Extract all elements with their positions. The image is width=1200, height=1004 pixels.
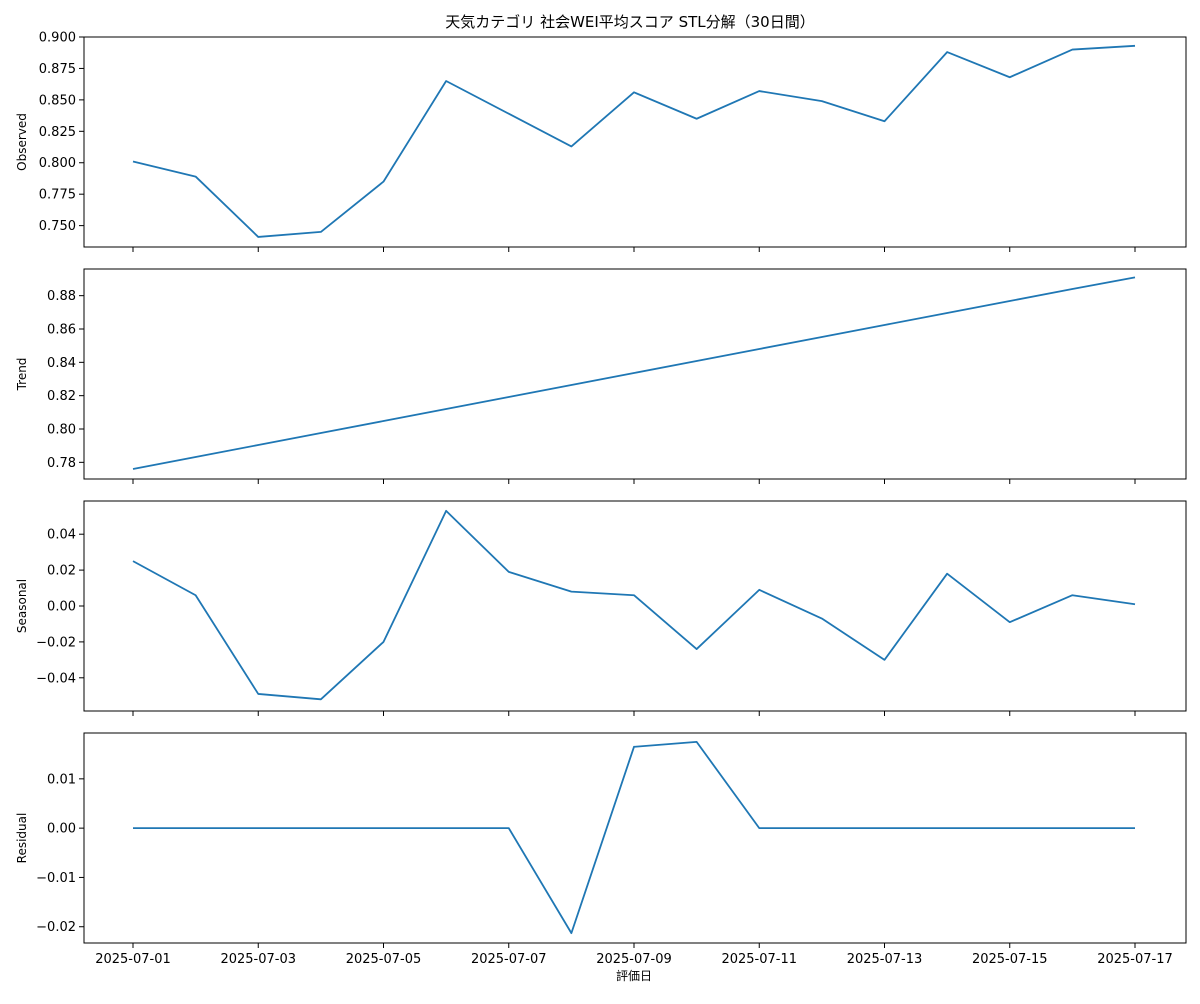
y-tick-label: 0.82 — [47, 389, 76, 404]
x-axis-label: 評価日 — [616, 968, 652, 983]
y-axis-label: Seasonal — [15, 579, 29, 633]
y-tick-label: 0.01 — [47, 772, 76, 787]
y-tick-label: 0.800 — [39, 156, 76, 171]
y-tick-label: 0.02 — [47, 564, 76, 579]
x-tick-label: 2025-07-03 — [220, 952, 296, 967]
y-tick-label: 0.80 — [47, 423, 76, 438]
y-tick-label: 0.86 — [47, 323, 76, 338]
x-tick-label: 2025-07-13 — [847, 952, 923, 967]
x-tick-label: 2025-07-09 — [596, 952, 672, 967]
x-tick-label: 2025-07-05 — [346, 952, 422, 967]
panel-residual: −0.02 −0.01 0.00 0.01 Residual — [15, 733, 1186, 948]
y-tick-label: 0.04 — [47, 528, 76, 543]
y-axis-label: Residual — [15, 813, 29, 864]
y-tick-label: 0.84 — [47, 356, 76, 371]
x-tick-label: 2025-07-01 — [95, 952, 171, 967]
y-tick-label: 0.825 — [39, 125, 76, 140]
panel-frame — [84, 37, 1186, 247]
series-line-seasonal — [133, 511, 1135, 699]
x-tick-label: 2025-07-17 — [1097, 952, 1173, 967]
panel-seasonal: −0.04 −0.02 0.00 0.02 0.04 Seasonal — [15, 501, 1186, 716]
y-tick-label: −0.02 — [36, 920, 76, 935]
y-tick-label: 0.00 — [47, 600, 76, 615]
y-tick-label: 0.00 — [47, 822, 76, 837]
panel-observed: 0.750 0.775 0.800 0.825 0.850 0.875 0.900 Obser… — [15, 31, 1186, 253]
x-tick-label: 2025-07-07 — [471, 952, 547, 967]
panel-frame — [84, 733, 1186, 943]
y-axis-label: Observed — [15, 113, 29, 171]
chart-title: 天気カテゴリ 社会WEI平均スコア STL分解（30日間） — [445, 13, 814, 31]
series-line-residual — [133, 742, 1135, 933]
y-tick-label: 0.78 — [47, 456, 76, 471]
x-tick-label: 2025-07-15 — [972, 952, 1048, 967]
y-tick-label: −0.04 — [36, 671, 76, 686]
y-tick-label: 0.775 — [39, 188, 76, 203]
y-tick-label: 0.900 — [39, 31, 76, 46]
x-tick-label: 2025-07-11 — [721, 952, 797, 967]
y-axis-label: Trend — [15, 358, 29, 392]
y-tick-label: 0.875 — [39, 62, 76, 77]
panel-trend: 0.78 0.80 0.82 0.84 0.86 0.88 Trend — [15, 269, 1186, 484]
y-tick-label: 0.750 — [39, 219, 76, 234]
y-tick-label: 0.850 — [39, 93, 76, 108]
y-tick-label: 0.88 — [47, 289, 76, 304]
series-line-observed — [133, 46, 1135, 237]
series-line-trend — [133, 277, 1135, 469]
y-tick-label: −0.02 — [36, 635, 76, 650]
y-tick-label: −0.01 — [36, 871, 76, 886]
